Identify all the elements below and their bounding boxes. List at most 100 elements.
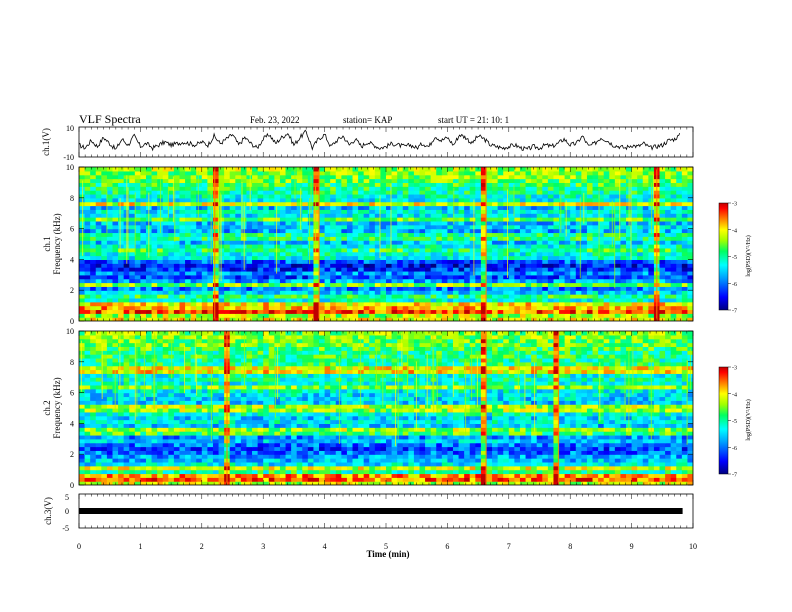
spectrogram-cell [575, 213, 582, 218]
spectrogram-cell [519, 224, 527, 230]
spectrogram-cell [240, 186, 248, 191]
spectrogram-cell [268, 481, 275, 485]
spectrogram-cell [341, 290, 348, 295]
spectrogram-cell [173, 167, 181, 172]
spectrogram-cell [279, 274, 287, 280]
spectrogram-cell [402, 274, 409, 280]
ch1-ylabel: ch.1(V) [41, 128, 51, 156]
spectrogram-cell [112, 263, 119, 268]
spectrogram-cell [313, 263, 320, 268]
spectrogram-cell [464, 205, 471, 210]
spectrogram-cell [648, 170, 655, 176]
spectrogram-cell [291, 270, 298, 276]
spectrogram-cell [397, 174, 404, 180]
spectrogram-cell [173, 178, 181, 183]
spectrogram-cell [212, 197, 220, 203]
spectrogram-cell [246, 313, 253, 318]
spectrogram-cell [151, 232, 158, 237]
spectrogram-cell [681, 201, 689, 207]
spectrogram-cell [246, 190, 253, 195]
spectrogram-cell [391, 309, 398, 314]
spectrogram-cell [224, 270, 231, 276]
spectrogram-cell [626, 259, 633, 264]
spectrogram-cell [201, 247, 208, 253]
spectrogram-cell [598, 232, 605, 237]
spectrogram-cell [492, 313, 499, 318]
spectrogram-cell [603, 178, 610, 183]
spectrogram-cell [575, 255, 582, 260]
spectrogram-cell [335, 193, 342, 199]
spectrogram-cell [229, 232, 236, 237]
spectrogram-cell [112, 224, 119, 230]
spectrogram-cell [631, 309, 638, 314]
spectrogram-cell [397, 286, 404, 291]
spectrogram-cell [670, 255, 677, 260]
spectrogram-cell [95, 217, 102, 222]
spectrogram-cell [129, 282, 136, 287]
spectrogram-cell [503, 294, 510, 299]
spectrogram-cell [134, 174, 141, 180]
spectrogram-cell [441, 232, 448, 237]
spectrogram-cell [397, 251, 404, 257]
spectrogram-cell [285, 317, 292, 321]
spectrogram-cell [185, 193, 192, 199]
spectrogram-cell [497, 182, 504, 187]
spectrogram-cell [229, 259, 236, 264]
spectrogram-cell [626, 263, 633, 268]
spectrogram-cell [302, 263, 309, 268]
spectrogram-cell [319, 236, 326, 241]
spectrogram-cell [586, 301, 594, 307]
spectrogram-cell [162, 190, 169, 195]
spectrogram-cell [430, 481, 437, 485]
spectrogram-cell [106, 251, 114, 257]
spectrogram-cell [547, 240, 555, 245]
spectrogram-cell [559, 305, 566, 311]
spectrogram-cell [609, 297, 616, 303]
spectrogram-cell [229, 290, 236, 295]
spectrogram-cell [408, 236, 415, 241]
spectrogram-cell [665, 301, 672, 307]
spectrogram-cell [118, 313, 125, 318]
spectrogram-cell [196, 174, 203, 180]
spectrogram-cell [352, 309, 359, 314]
spectrogram-cell [525, 201, 532, 207]
spectrogram-cell [480, 224, 488, 230]
spectrogram-cell [536, 270, 543, 276]
spectrogram-cell [436, 170, 443, 176]
spectrogram-cell [324, 232, 331, 237]
spectrogram-cell [497, 178, 504, 183]
spectrogram-cell [525, 255, 532, 260]
spectrogram-cell [101, 263, 108, 268]
spectrogram-cell [508, 228, 515, 234]
spectrogram-cell [642, 251, 649, 257]
spectrogram-cell [570, 247, 577, 253]
spectrogram-cell [464, 294, 471, 299]
spectrogram-cell [129, 294, 136, 299]
spectrogram-cell [335, 309, 342, 314]
spectrogram-cell [397, 263, 404, 268]
spectrogram-cell [380, 178, 387, 183]
spectrogram-cell [229, 224, 236, 230]
spectrogram-cell [296, 209, 303, 214]
spectrogram-cell [469, 270, 476, 276]
spectrogram-cell [514, 193, 521, 199]
spectrogram-cell [140, 190, 147, 195]
spectrogram-cell [151, 309, 158, 314]
spectrogram-cell [525, 182, 532, 187]
spectrogram-cell [374, 228, 382, 234]
spectrogram-cell [140, 305, 147, 311]
spectrogram-cell [614, 305, 622, 311]
spectrogram-cell [670, 213, 677, 218]
spectrogram-cell [352, 174, 359, 180]
spectrogram-cell [536, 217, 543, 222]
spectrogram-cell [620, 244, 627, 249]
spectrogram-cell [313, 305, 320, 311]
spectrogram-cell [419, 309, 426, 314]
spectrogram-cell [553, 290, 560, 295]
spectrogram-cell [642, 255, 649, 260]
spectrogram-cell [609, 270, 616, 276]
spectrogram-cell [659, 290, 666, 295]
spectrogram-cell [514, 294, 521, 299]
spectrogram-cell [670, 282, 677, 287]
spectrogram-cell [229, 209, 236, 214]
